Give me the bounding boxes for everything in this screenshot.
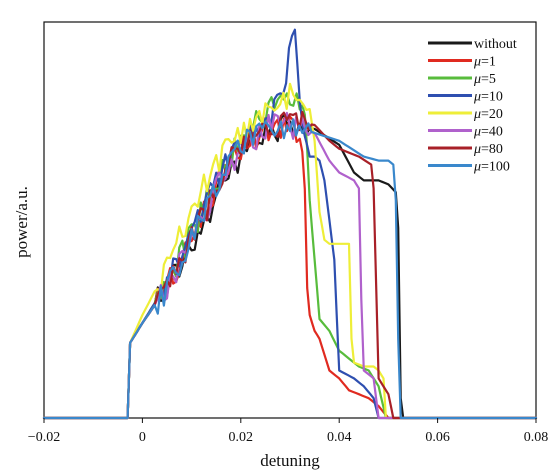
legend-label-value: =80 [481,142,503,157]
legend-label-value: =1 [481,55,496,70]
legend-label: μ=1 [473,55,496,70]
legend-label-value: =100 [481,160,510,175]
x-axis-ticks: −0.02 0 0.02 0.04 0.06 0.08 [28,418,548,445]
legend-label-mu: μ [473,125,481,140]
y-axis-title: power/a.u. [12,186,31,258]
series-layer [42,28,538,420]
legend-label: μ=10 [473,90,503,105]
legend-label: μ=20 [473,107,503,122]
legend-label-value: =5 [481,72,496,87]
x-tick-label: 0.04 [327,430,352,445]
legend-label-mu: μ [473,142,481,157]
x-tick-label: 0.06 [425,430,450,445]
legend-label: μ=5 [473,72,496,87]
x-tick-label: 0.02 [229,430,254,445]
legend-label: without [474,37,517,52]
plot-frame [43,21,537,419]
series-line [42,118,538,420]
legend-label-mu: μ [473,72,481,87]
legend-label-mu: μ [473,160,481,175]
legend-label-value: =40 [481,125,503,140]
legend-label-value: =20 [481,107,503,122]
x-tick-label: −0.02 [28,430,60,445]
legend-label-mu: μ [473,90,481,105]
legend-label-mu: μ [473,55,481,70]
legend-label: μ=40 [473,125,503,140]
x-tick-label: 0 [139,430,146,445]
legend-label-value: without [474,37,517,52]
legend-label: μ=80 [473,142,503,157]
legend-label-value: =10 [481,90,503,105]
legend-label-mu: μ [473,107,481,122]
legend-label: μ=100 [473,160,510,175]
x-axis-title: detuning [260,451,320,470]
x-tick-label: 0.08 [524,430,549,445]
